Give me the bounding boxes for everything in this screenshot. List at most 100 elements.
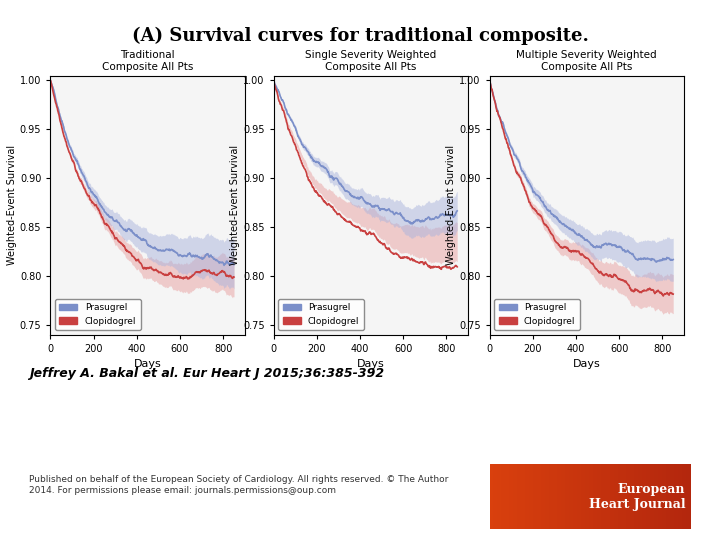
Prasugrel bbox=[449, 214, 457, 220]
Bar bbox=[554, 464, 558, 529]
Clopidogrel bbox=[595, 269, 603, 275]
Prasugrel bbox=[269, 77, 278, 84]
Line: Prasugrel: Prasugrel bbox=[274, 80, 457, 224]
Y-axis label: Weighted-Event Survival: Weighted-Event Survival bbox=[7, 145, 17, 265]
Bar bbox=[647, 464, 651, 529]
Clopidogrel bbox=[356, 228, 365, 234]
Bar bbox=[530, 464, 534, 529]
Clopidogrel bbox=[230, 274, 238, 280]
Line: Clopidogrel: Clopidogrel bbox=[50, 80, 234, 279]
Bar bbox=[550, 464, 554, 529]
Prasugrel bbox=[369, 203, 377, 210]
Legend: Prasugrel, Clopidogrel: Prasugrel, Clopidogrel bbox=[278, 299, 364, 330]
Prasugrel bbox=[636, 256, 644, 262]
Bar bbox=[498, 464, 502, 529]
Bar bbox=[575, 464, 578, 529]
Clopidogrel bbox=[453, 264, 462, 270]
Clopidogrel bbox=[437, 266, 446, 273]
Bar bbox=[490, 464, 494, 529]
Bar bbox=[603, 464, 606, 529]
Bar bbox=[623, 464, 626, 529]
Prasugrel bbox=[585, 238, 593, 245]
Bar bbox=[562, 464, 566, 529]
Bar bbox=[595, 464, 598, 529]
Clopidogrel bbox=[197, 268, 206, 274]
Bar bbox=[618, 464, 623, 529]
Clopidogrel bbox=[225, 272, 234, 279]
Prasugrel bbox=[652, 259, 660, 265]
Clopidogrel bbox=[135, 258, 143, 264]
Bar bbox=[518, 464, 522, 529]
Clopidogrel bbox=[659, 293, 667, 299]
Bar bbox=[494, 464, 498, 529]
Text: Published on behalf of the European Society of Cardiology. All rights reserved. : Published on behalf of the European Soci… bbox=[29, 475, 448, 495]
Clopidogrel bbox=[133, 257, 142, 264]
Legend: Prasugrel, Clopidogrel: Prasugrel, Clopidogrel bbox=[494, 299, 580, 330]
Line: Clopidogrel: Clopidogrel bbox=[274, 80, 457, 269]
Bar bbox=[615, 464, 618, 529]
Bar bbox=[655, 464, 659, 529]
Title: Traditional
Composite All Pts: Traditional Composite All Pts bbox=[102, 50, 193, 72]
Bar bbox=[598, 464, 603, 529]
Clopidogrel bbox=[420, 261, 428, 268]
Line: Clopidogrel: Clopidogrel bbox=[490, 80, 673, 296]
Prasugrel bbox=[133, 233, 142, 240]
Title: Multiple Severity Weighted
Composite All Pts: Multiple Severity Weighted Composite All… bbox=[516, 50, 657, 72]
Prasugrel bbox=[665, 255, 673, 261]
Prasugrel bbox=[407, 220, 415, 227]
Clopidogrel bbox=[46, 77, 55, 84]
Y-axis label: Weighted-Event Survival: Weighted-Event Survival bbox=[230, 145, 240, 265]
Prasugrel bbox=[145, 242, 154, 249]
Clopidogrel bbox=[574, 248, 582, 254]
Bar bbox=[534, 464, 538, 529]
Prasugrel bbox=[230, 261, 238, 268]
Bar bbox=[546, 464, 550, 529]
Bar bbox=[606, 464, 611, 529]
Clopidogrel bbox=[636, 288, 644, 295]
Bar bbox=[631, 464, 635, 529]
Line: Prasugrel: Prasugrel bbox=[50, 80, 234, 265]
Bar bbox=[663, 464, 667, 529]
Prasugrel bbox=[156, 247, 164, 254]
Line: Prasugrel: Prasugrel bbox=[490, 80, 673, 262]
X-axis label: Days: Days bbox=[573, 360, 600, 369]
Bar bbox=[538, 464, 542, 529]
Clopidogrel bbox=[269, 77, 278, 84]
Clopidogrel bbox=[485, 77, 494, 84]
Bar bbox=[635, 464, 639, 529]
Clopidogrel bbox=[665, 292, 673, 299]
Clopidogrel bbox=[179, 276, 187, 282]
X-axis label: Days: Days bbox=[357, 360, 384, 369]
Bar bbox=[651, 464, 655, 529]
Prasugrel bbox=[379, 206, 387, 212]
Y-axis label: Weighted-Event Survival: Weighted-Event Survival bbox=[446, 145, 456, 265]
Bar bbox=[626, 464, 631, 529]
Clopidogrel bbox=[449, 265, 457, 271]
Bar bbox=[611, 464, 615, 529]
Text: European
Heart Journal: European Heart Journal bbox=[588, 483, 685, 510]
Clopidogrel bbox=[669, 291, 678, 298]
Bar bbox=[522, 464, 526, 529]
Bar bbox=[578, 464, 582, 529]
Clopidogrel bbox=[379, 241, 387, 248]
X-axis label: Days: Days bbox=[134, 360, 161, 369]
Prasugrel bbox=[574, 232, 582, 238]
Bar bbox=[526, 464, 530, 529]
Text: (A) Survival curves for traditional composite.: (A) Survival curves for traditional comp… bbox=[132, 27, 588, 45]
Clopidogrel bbox=[156, 269, 164, 275]
Prasugrel bbox=[356, 194, 365, 201]
Bar bbox=[566, 464, 570, 529]
Prasugrel bbox=[135, 234, 143, 241]
Prasugrel bbox=[453, 207, 462, 214]
Bar bbox=[505, 464, 510, 529]
Bar bbox=[667, 464, 671, 529]
Prasugrel bbox=[420, 217, 429, 224]
Prasugrel bbox=[595, 243, 603, 249]
Prasugrel bbox=[220, 262, 228, 268]
Bar bbox=[586, 464, 590, 529]
Clopidogrel bbox=[572, 248, 581, 255]
Bar bbox=[558, 464, 562, 529]
Prasugrel bbox=[197, 254, 205, 261]
Bar bbox=[582, 464, 586, 529]
Bar bbox=[687, 464, 691, 529]
